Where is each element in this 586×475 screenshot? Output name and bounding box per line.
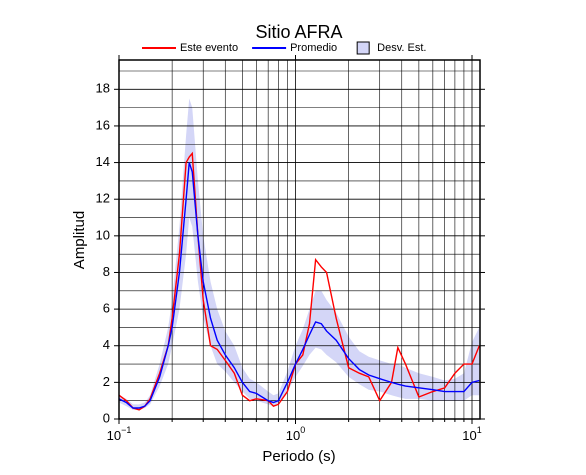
legend-swatch	[356, 41, 370, 55]
chart-title: Sitio AFRA	[255, 22, 342, 42]
legend-label: Este evento	[180, 42, 238, 54]
y-tick-label: 0	[103, 410, 110, 425]
x-tick-exponent: −1	[121, 425, 131, 435]
y-tick-label: 4	[103, 337, 110, 352]
std-band	[119, 98, 480, 410]
x-tick-exponent: 0	[300, 425, 305, 435]
x-tick-base: 10	[286, 428, 300, 443]
y-tick-label: 10	[96, 227, 110, 242]
series-line	[118, 151, 480, 411]
plot-frame	[118, 59, 481, 420]
y-tick-label: 8	[103, 264, 110, 279]
legend-label: Desv. Est.	[377, 42, 426, 54]
x-tick-label: 101	[462, 425, 481, 443]
y-tick-label: 16	[96, 117, 110, 132]
y-tick-label: 18	[96, 81, 110, 96]
legend-label: Promedio	[290, 42, 337, 54]
y-tick-label: 2	[103, 374, 110, 389]
x-tick-base: 10	[107, 428, 121, 443]
series-line	[118, 162, 480, 409]
x-tick-label: 10−1	[107, 425, 132, 443]
x-tick-label: 100	[286, 425, 305, 443]
y-axis-label: Amplitud	[71, 211, 88, 269]
x-tick-base: 10	[462, 428, 476, 443]
y-tick-label: 6	[103, 301, 110, 316]
y-tick-label: 14	[96, 154, 110, 169]
x-axis-label: Periodo (s)	[262, 448, 335, 465]
y-tick-label: 12	[96, 191, 110, 206]
x-tick-exponent: 1	[477, 425, 482, 435]
